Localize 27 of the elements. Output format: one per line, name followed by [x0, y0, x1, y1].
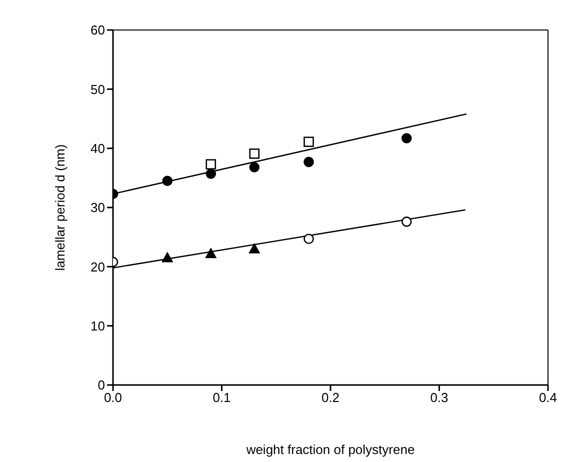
point — [249, 162, 260, 172]
y-tick-label: 0 — [98, 378, 105, 393]
point — [249, 148, 260, 159]
point — [205, 248, 216, 258]
x-tick-label: 0.1 — [212, 390, 231, 406]
y-axis-title: lamellar period d (nm) — [52, 144, 68, 271]
y-tick-label: 10 — [90, 318, 105, 334]
x-tick-label: 0.2 — [321, 390, 340, 406]
x-tick-label: 0.0 — [104, 390, 122, 406]
point — [304, 136, 314, 147]
point — [162, 176, 173, 186]
point — [401, 133, 412, 144]
x-tick-label: 0.3 — [430, 390, 448, 406]
y-tick-label: 20 — [90, 259, 105, 274]
point — [304, 234, 314, 244]
point — [162, 252, 173, 262]
x-tick-label: 0.4 — [538, 390, 558, 406]
point — [206, 168, 216, 179]
x-axis-title: weight fraction of polystyrene — [245, 442, 415, 457]
point — [206, 159, 216, 170]
point — [401, 216, 412, 227]
point — [248, 243, 260, 254]
point — [304, 156, 314, 168]
y-tick-label: 60 — [90, 22, 105, 38]
y-tick-label: 30 — [90, 200, 105, 216]
y-tick-label: 50 — [90, 82, 105, 97]
y-tick-label: 40 — [90, 140, 105, 156]
